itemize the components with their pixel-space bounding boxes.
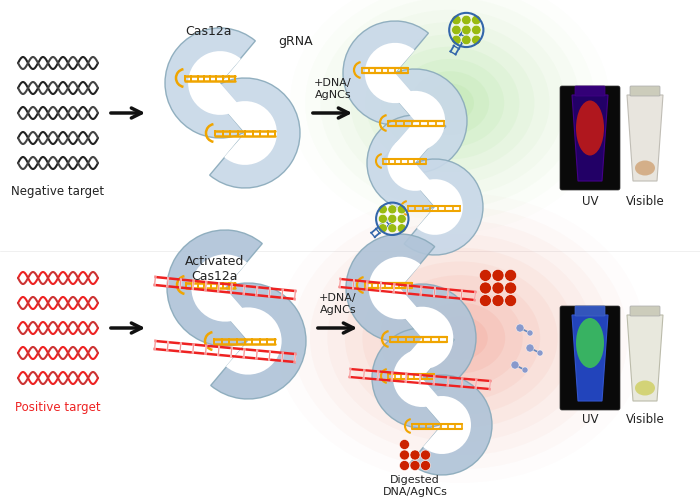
- Polygon shape: [627, 95, 663, 181]
- Text: Visible: Visible: [626, 413, 664, 426]
- Wedge shape: [372, 328, 454, 428]
- Circle shape: [511, 361, 519, 369]
- Ellipse shape: [415, 303, 505, 373]
- Wedge shape: [416, 179, 463, 235]
- Circle shape: [379, 224, 387, 233]
- Wedge shape: [165, 28, 256, 138]
- Polygon shape: [627, 315, 663, 401]
- Wedge shape: [367, 115, 446, 211]
- Circle shape: [537, 350, 543, 356]
- Ellipse shape: [635, 380, 655, 395]
- FancyBboxPatch shape: [560, 306, 620, 410]
- Circle shape: [421, 461, 430, 470]
- Polygon shape: [572, 315, 608, 401]
- Wedge shape: [387, 135, 433, 191]
- Circle shape: [461, 15, 471, 25]
- Wedge shape: [393, 349, 441, 407]
- Circle shape: [526, 344, 534, 352]
- Circle shape: [388, 205, 397, 214]
- Circle shape: [492, 295, 504, 307]
- Wedge shape: [402, 307, 454, 369]
- Wedge shape: [167, 230, 262, 346]
- Circle shape: [400, 461, 410, 470]
- Wedge shape: [423, 396, 471, 454]
- Circle shape: [388, 214, 397, 223]
- Circle shape: [388, 224, 397, 233]
- Wedge shape: [226, 307, 281, 375]
- Wedge shape: [188, 51, 241, 115]
- Wedge shape: [365, 43, 415, 103]
- Text: UV: UV: [582, 413, 598, 426]
- Circle shape: [522, 367, 528, 373]
- Circle shape: [379, 205, 387, 214]
- Wedge shape: [369, 257, 421, 319]
- Ellipse shape: [398, 289, 523, 387]
- Circle shape: [452, 15, 461, 25]
- FancyBboxPatch shape: [630, 306, 660, 316]
- Circle shape: [452, 25, 461, 35]
- Circle shape: [492, 282, 504, 294]
- Circle shape: [472, 25, 481, 35]
- Ellipse shape: [576, 318, 604, 368]
- Circle shape: [505, 295, 517, 307]
- Text: Negative target: Negative target: [11, 185, 104, 198]
- Circle shape: [410, 461, 420, 470]
- Circle shape: [398, 205, 406, 214]
- Text: UV: UV: [582, 195, 598, 208]
- Ellipse shape: [411, 71, 489, 135]
- Circle shape: [379, 214, 387, 223]
- Circle shape: [461, 25, 471, 35]
- Wedge shape: [410, 375, 492, 475]
- Wedge shape: [209, 78, 300, 188]
- Circle shape: [400, 440, 410, 450]
- Circle shape: [480, 270, 491, 281]
- Circle shape: [398, 224, 406, 233]
- Wedge shape: [404, 159, 483, 255]
- Circle shape: [398, 214, 406, 223]
- Wedge shape: [387, 284, 476, 392]
- FancyBboxPatch shape: [560, 86, 620, 190]
- Wedge shape: [191, 255, 247, 321]
- Text: Positive target: Positive target: [15, 401, 101, 414]
- Text: gRNA: gRNA: [278, 35, 313, 48]
- Circle shape: [527, 330, 533, 336]
- Polygon shape: [572, 95, 608, 181]
- Circle shape: [505, 282, 517, 294]
- Circle shape: [472, 15, 481, 25]
- Circle shape: [461, 35, 471, 45]
- Ellipse shape: [395, 59, 504, 147]
- Text: Visible: Visible: [626, 195, 664, 208]
- Circle shape: [480, 282, 491, 294]
- Ellipse shape: [576, 101, 604, 155]
- Circle shape: [410, 450, 420, 460]
- Wedge shape: [382, 69, 467, 173]
- Circle shape: [492, 270, 504, 281]
- Circle shape: [452, 35, 461, 45]
- Wedge shape: [211, 283, 306, 399]
- Text: Activated
Cas12a: Activated Cas12a: [186, 255, 245, 283]
- Wedge shape: [224, 101, 277, 165]
- Wedge shape: [343, 21, 428, 125]
- Wedge shape: [395, 91, 445, 151]
- Text: Cas12a: Cas12a: [185, 25, 231, 38]
- Text: +DNA/
AgNCs: +DNA/ AgNCs: [314, 78, 352, 100]
- Circle shape: [516, 324, 524, 332]
- Circle shape: [421, 450, 430, 460]
- Circle shape: [400, 450, 410, 460]
- FancyBboxPatch shape: [575, 86, 605, 96]
- Ellipse shape: [635, 160, 655, 176]
- Circle shape: [480, 295, 491, 307]
- Circle shape: [505, 270, 517, 281]
- FancyBboxPatch shape: [575, 306, 605, 316]
- Text: +DNA/
AgNCs: +DNA/ AgNCs: [319, 293, 357, 315]
- Ellipse shape: [433, 316, 488, 360]
- FancyBboxPatch shape: [630, 86, 660, 96]
- Text: Digested
DNA/AgNCs: Digested DNA/AgNCs: [383, 475, 447, 496]
- Circle shape: [472, 35, 481, 45]
- Ellipse shape: [426, 83, 474, 123]
- Wedge shape: [346, 234, 435, 342]
